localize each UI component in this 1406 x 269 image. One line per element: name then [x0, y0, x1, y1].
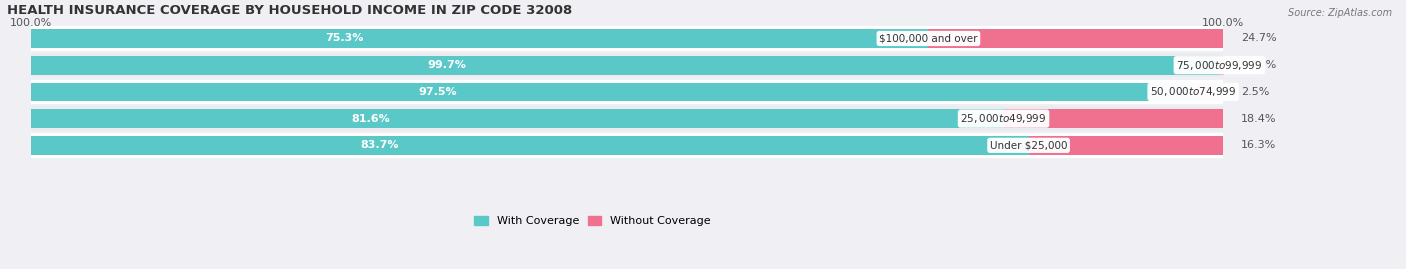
Text: $50,000 to $74,999: $50,000 to $74,999: [1150, 85, 1236, 98]
Bar: [1194, 83, 1223, 101]
Bar: [1219, 56, 1223, 75]
Bar: [31, 83, 1194, 101]
Text: 0.35%: 0.35%: [1241, 60, 1277, 70]
Bar: [1029, 136, 1223, 155]
Bar: [31, 26, 1223, 51]
Bar: [31, 109, 1004, 128]
Text: 83.7%: 83.7%: [360, 140, 399, 150]
Text: Source: ZipAtlas.com: Source: ZipAtlas.com: [1288, 8, 1392, 18]
Bar: [31, 53, 1223, 77]
Text: 16.3%: 16.3%: [1241, 140, 1277, 150]
Legend: With Coverage, Without Coverage: With Coverage, Without Coverage: [470, 211, 716, 231]
Bar: [31, 106, 1223, 131]
Text: Under $25,000: Under $25,000: [990, 140, 1067, 150]
Bar: [31, 29, 928, 48]
Text: 100.0%: 100.0%: [1202, 19, 1244, 29]
Text: $25,000 to $49,999: $25,000 to $49,999: [960, 112, 1046, 125]
Bar: [31, 56, 1219, 75]
Text: 2.5%: 2.5%: [1241, 87, 1270, 97]
Text: 18.4%: 18.4%: [1241, 114, 1277, 124]
Text: 100.0%: 100.0%: [10, 19, 52, 29]
Bar: [1004, 109, 1223, 128]
Bar: [31, 80, 1223, 104]
Text: 99.7%: 99.7%: [427, 60, 465, 70]
Text: 97.5%: 97.5%: [418, 87, 457, 97]
Bar: [928, 29, 1223, 48]
Text: $75,000 to $99,999: $75,000 to $99,999: [1177, 59, 1263, 72]
Text: 81.6%: 81.6%: [352, 114, 391, 124]
Text: HEALTH INSURANCE COVERAGE BY HOUSEHOLD INCOME IN ZIP CODE 32008: HEALTH INSURANCE COVERAGE BY HOUSEHOLD I…: [7, 4, 572, 17]
Bar: [31, 133, 1223, 158]
Text: $100,000 and over: $100,000 and over: [879, 33, 977, 44]
Bar: [31, 136, 1029, 155]
Text: 24.7%: 24.7%: [1241, 33, 1277, 44]
Text: 75.3%: 75.3%: [326, 33, 364, 44]
